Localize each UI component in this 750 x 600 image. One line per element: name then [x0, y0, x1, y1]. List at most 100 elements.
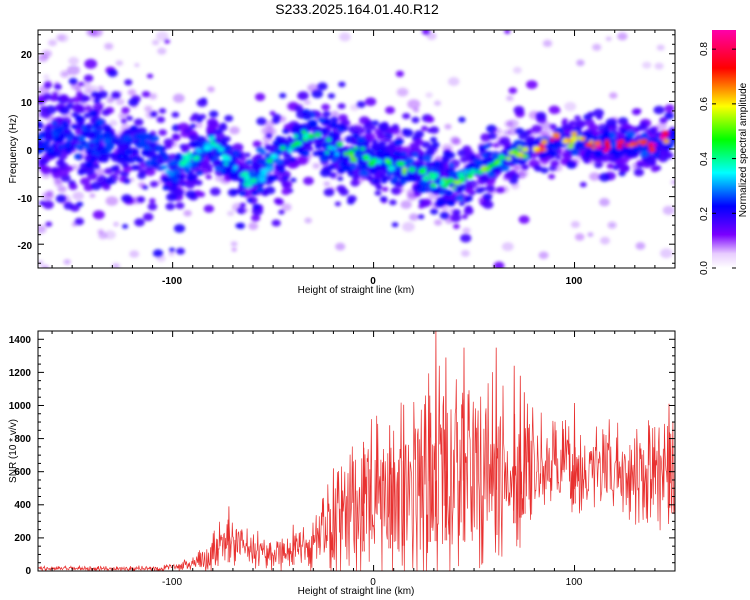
colorbar-label: Normalized spectral amplitude	[738, 82, 749, 217]
heatmap-cell	[154, 144, 164, 152]
heatmap-cell	[90, 30, 103, 38]
heatmap-cell	[486, 150, 493, 156]
heatmap-cell	[245, 159, 253, 165]
heatmap-cell	[165, 143, 172, 149]
heatmap-cell	[51, 167, 59, 173]
heatmap-cell	[275, 164, 285, 172]
heatmap-cell	[189, 123, 197, 129]
heatmap-cell	[301, 140, 312, 149]
heatmap-cell	[562, 123, 572, 131]
heatmap-cell	[219, 138, 228, 145]
heatmap-cell	[371, 143, 380, 150]
heatmap-cell	[98, 134, 104, 139]
heatmap-cell	[376, 185, 382, 190]
heatmap-cell	[540, 167, 549, 174]
heatmap-cell	[166, 192, 178, 202]
heatmap-cell	[124, 79, 133, 86]
heatmap-cell	[434, 100, 441, 106]
heatmap-cell	[418, 214, 425, 220]
heatmap-cell	[374, 128, 381, 134]
heatmap-cell	[637, 139, 642, 144]
heatmap-cell	[67, 97, 75, 104]
heatmap-cell	[327, 145, 333, 150]
heatmap-cell	[588, 123, 599, 132]
heatmap-cell	[260, 168, 268, 174]
heatmap-cell	[197, 191, 206, 198]
heatmap-cell	[476, 169, 484, 175]
heatmap-cell	[134, 218, 145, 227]
top-ytick-label-4: 20	[21, 50, 33, 61]
heatmap-cell	[538, 143, 545, 149]
heatmap-cell	[162, 164, 169, 170]
heatmap-cell	[578, 143, 585, 149]
heatmap-cell	[75, 143, 83, 150]
heatmap-cell	[637, 144, 647, 152]
heatmap-cell	[67, 65, 80, 76]
heatmap-cell	[290, 177, 297, 183]
heatmap-cell	[656, 44, 665, 51]
heatmap-cell	[207, 154, 215, 160]
heatmap-cell	[606, 164, 613, 169]
heatmap-cell	[287, 147, 293, 153]
heatmap-cell	[319, 168, 331, 178]
heatmap-cell	[459, 156, 469, 163]
snr-peak	[332, 468, 335, 558]
heatmap-cell	[157, 47, 167, 55]
snr-series-line	[38, 365, 675, 571]
heatmap-cell	[482, 200, 494, 209]
heatmap-cell	[564, 101, 577, 112]
heatmap-cell	[130, 164, 139, 171]
heatmap-cell	[409, 142, 420, 151]
heatmap-cell	[389, 199, 397, 206]
heatmap-cell	[261, 126, 274, 136]
heatmap-cell	[54, 126, 64, 134]
spectrogram-panel: -100 0 100 -20 -10 0 10 20 Height of str…	[8, 29, 676, 296]
heatmap-cell	[84, 88, 92, 95]
heatmap-cell	[513, 66, 522, 74]
heatmap-cell	[441, 144, 453, 153]
heatmap-cell	[664, 104, 675, 113]
heatmap-cell	[38, 134, 43, 140]
heatmap-cell	[64, 147, 73, 154]
top-xtick-label-0: -100	[162, 276, 182, 287]
top-xtick-label-1: 0	[370, 276, 376, 287]
heatmap-cell	[439, 211, 450, 220]
heatmap-cell	[429, 162, 436, 168]
heatmap-cell	[267, 174, 276, 182]
heatmap-cell	[243, 175, 251, 180]
heatmap-cell	[540, 139, 548, 145]
heatmap-cell	[479, 186, 486, 192]
heatmap-cell	[435, 199, 446, 207]
heatmap-cell	[83, 74, 94, 82]
heatmap-cell	[327, 93, 336, 99]
heatmap-cell	[172, 176, 180, 182]
heatmap-cell	[129, 125, 138, 132]
heatmap-cell	[94, 93, 103, 100]
heatmap-cell	[632, 141, 639, 147]
heatmap-cell	[57, 185, 67, 193]
heatmap-cell	[329, 116, 339, 124]
heatmap-cell	[282, 175, 289, 181]
snr-peak	[388, 425, 391, 549]
heatmap-cell	[209, 187, 221, 196]
heatmap-cell	[209, 110, 219, 118]
heatmap-cell	[469, 155, 476, 160]
heatmap-cell	[521, 147, 527, 152]
heatmap-cell	[279, 145, 286, 151]
heatmap-cell	[463, 207, 474, 215]
bot-x-axis-label: Height of straight line (km)	[298, 586, 415, 597]
heatmap-cell	[338, 154, 348, 161]
heatmap-cell	[106, 97, 114, 104]
heatmap-cell	[290, 126, 300, 134]
heatmap-cell	[281, 188, 291, 195]
heatmap-cell	[282, 128, 290, 135]
heatmap-cell	[296, 147, 304, 152]
heatmap-cell	[256, 186, 264, 193]
heatmap-cell	[250, 214, 261, 222]
heatmap-cell	[430, 208, 439, 215]
heatmap-cell	[59, 169, 70, 177]
heatmap-cell	[92, 103, 100, 109]
heatmap-cell	[44, 79, 52, 85]
heatmap-cell	[323, 181, 331, 187]
heatmap-cell	[224, 115, 234, 122]
